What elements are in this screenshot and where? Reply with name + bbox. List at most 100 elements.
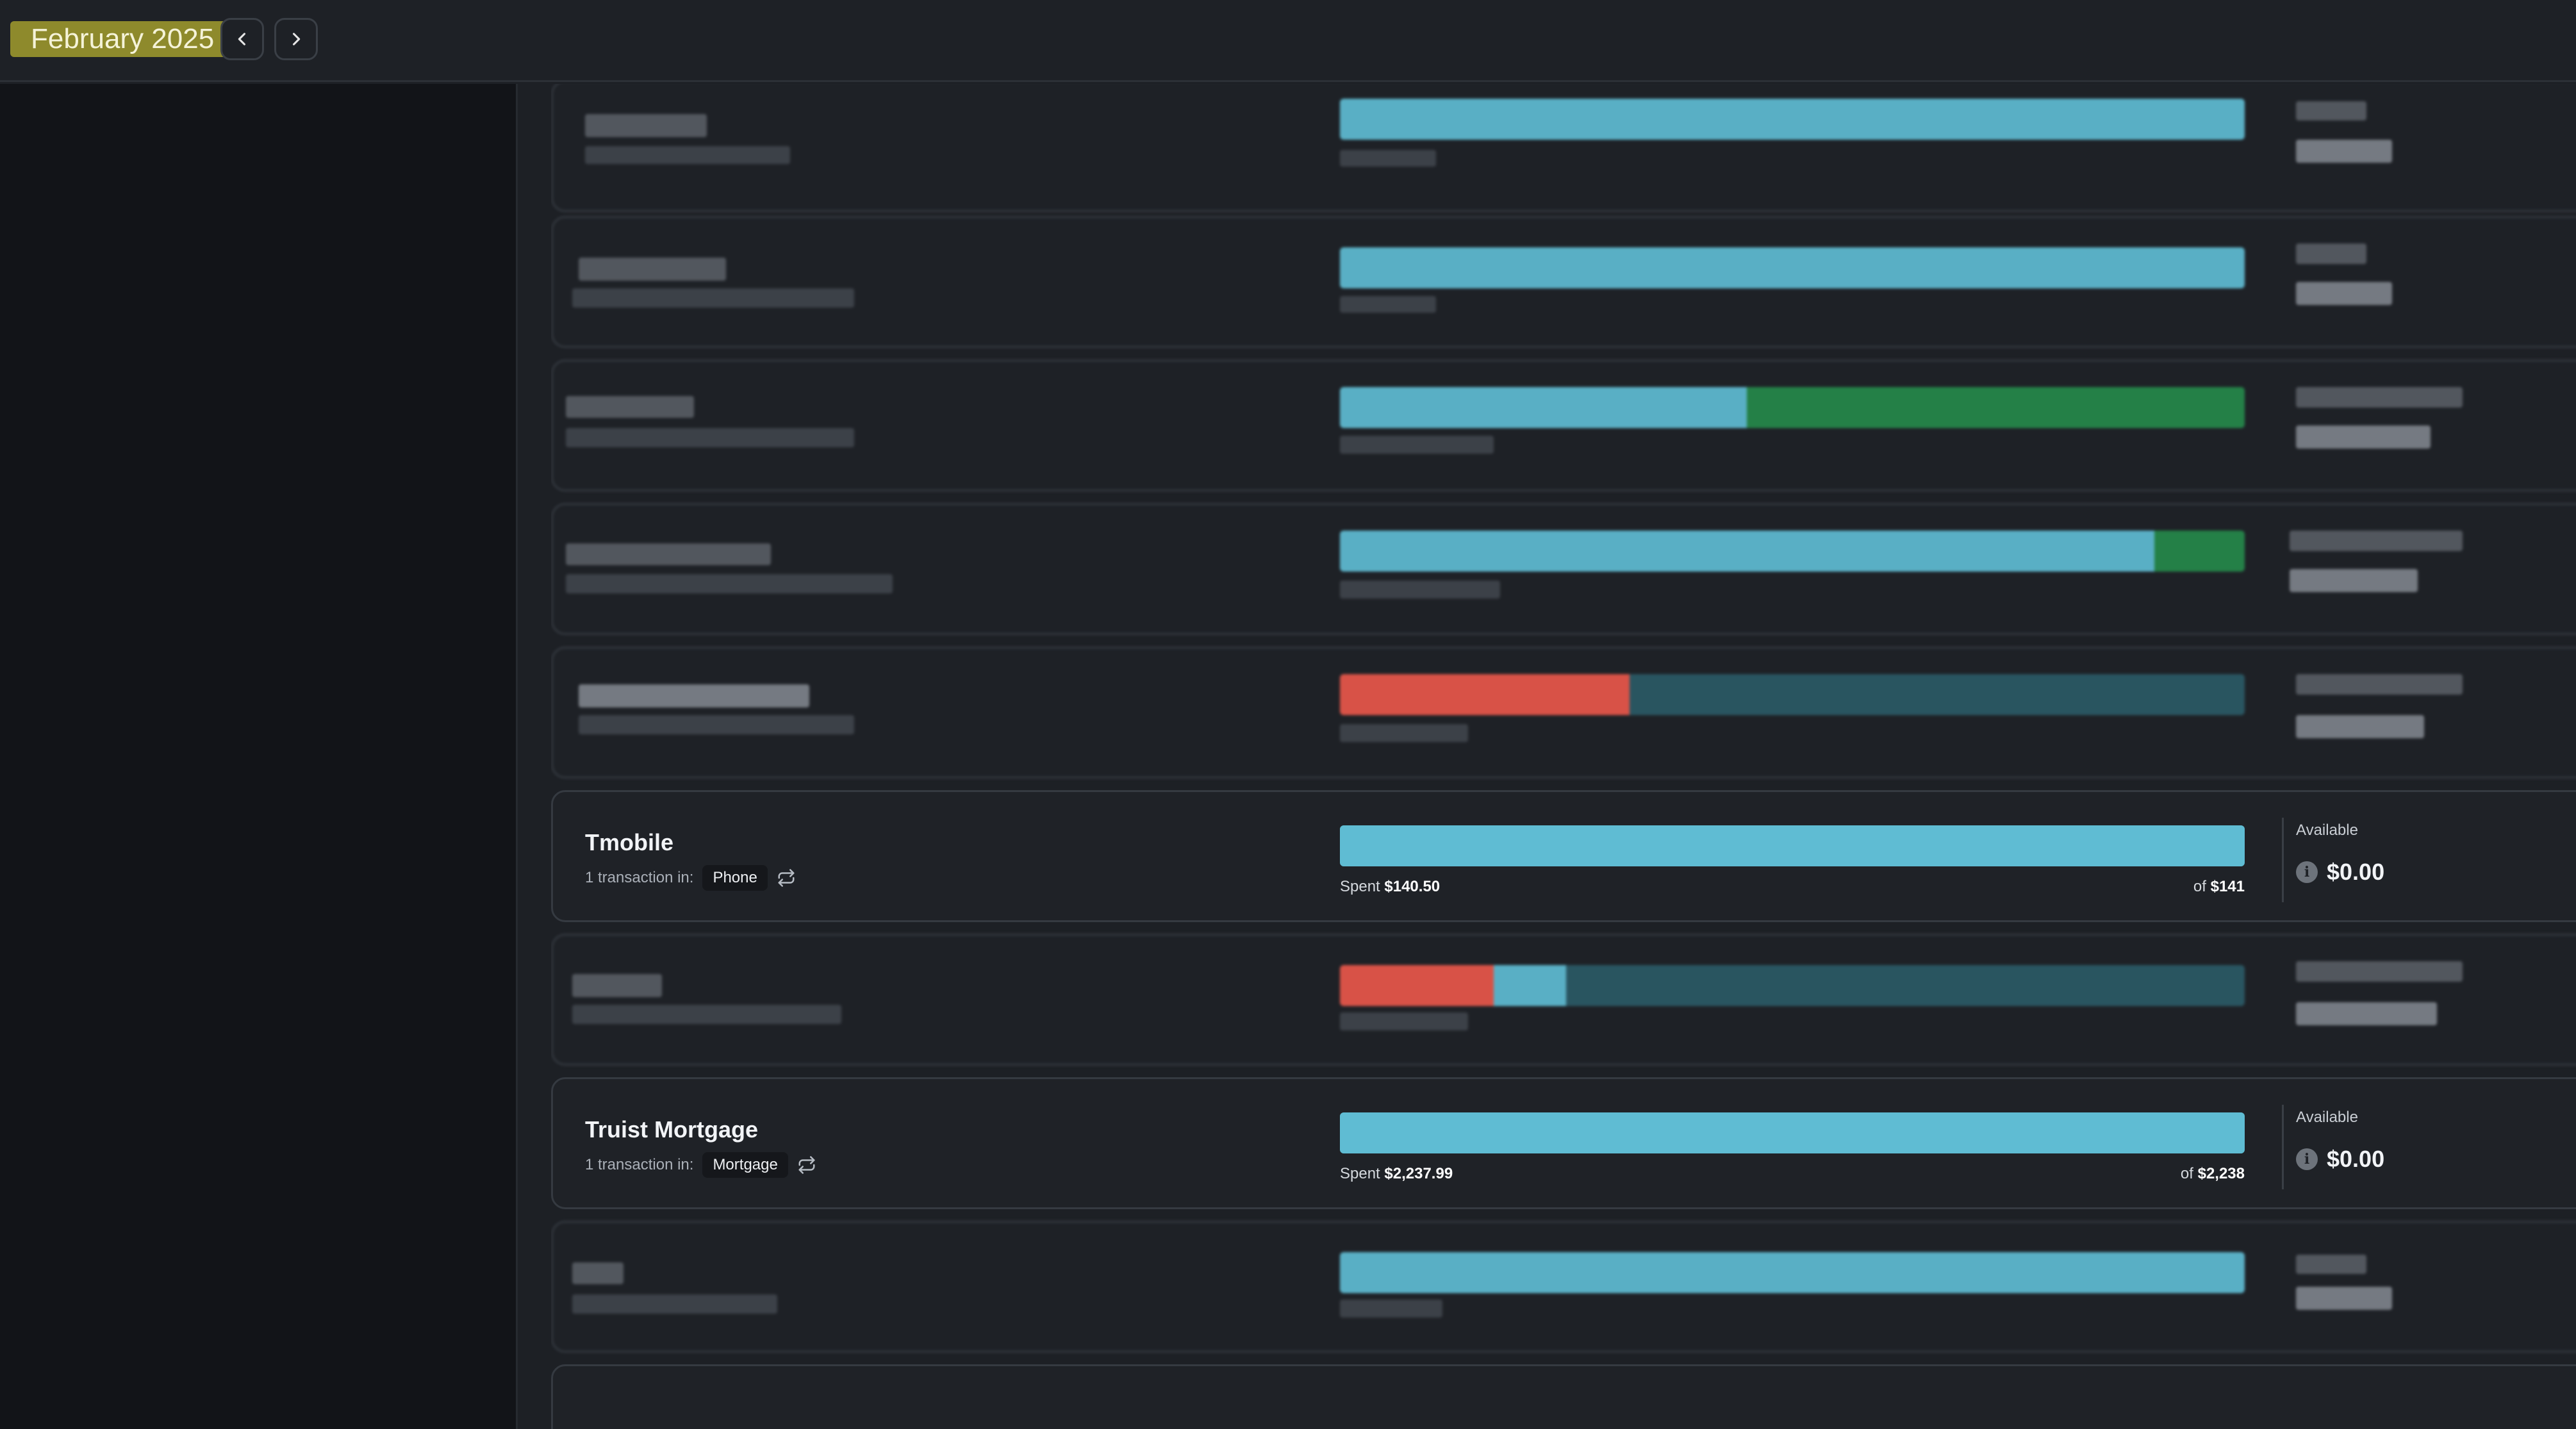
top-bar: February 2025 [0, 0, 2576, 82]
obscured-available-value [2290, 569, 2418, 592]
obscured-caption [1340, 1012, 1468, 1030]
info-icon[interactable]: i [2296, 861, 2318, 883]
chevron-right-icon [292, 33, 301, 45]
budget-card-obscured[interactable] [551, 84, 2576, 212]
obscured-caption [1340, 296, 1436, 313]
repeat-icon [798, 1156, 815, 1174]
obscured-subtitle [585, 146, 790, 164]
obscured-available-label [2296, 101, 2366, 120]
category-tag[interactable]: Phone [702, 865, 768, 891]
next-month-button[interactable] [274, 18, 318, 60]
obscured-title [579, 684, 809, 707]
progress-caption: Spent $2,237.99 of $2,238 [1340, 1165, 2245, 1185]
obscured-subtitle [566, 428, 854, 447]
progress-fill [1340, 99, 2245, 140]
obscured-available-value [2296, 1287, 2392, 1310]
obscured-available-value [2296, 425, 2431, 449]
obscured-title [585, 114, 707, 137]
budget-card[interactable]: Tmobile 1 transaction in: Phone Spent $1… [551, 790, 2576, 922]
obscured-title [566, 543, 771, 565]
budget-card-obscured[interactable] [551, 503, 2576, 635]
progress-extra-fill [2154, 531, 2245, 572]
spent-amount: $2,237.99 [1384, 1165, 1453, 1182]
budget-list: Tmobile 1 transaction in: Phone Spent $1… [551, 84, 2576, 1429]
divider [2282, 1105, 2284, 1189]
transaction-count: 1 transaction in: [585, 1156, 694, 1173]
budget-progress-bar [1340, 531, 2245, 572]
limit-amount: $2,238 [2197, 1165, 2245, 1182]
previous-month-button[interactable] [220, 18, 264, 60]
budget-card-obscured[interactable] [551, 359, 2576, 491]
available-amount: $0.00 [2327, 1146, 2385, 1172]
progress-over-fill [1340, 965, 1494, 1006]
budget-progress-bar [1340, 99, 2245, 140]
budget-card[interactable]: Truist Mortgage 1 transaction in: Mortga… [551, 1077, 2576, 1209]
progress-over-fill [1340, 674, 1630, 715]
budget-card-obscured[interactable] [551, 216, 2576, 348]
available-amount: $0.00 [2327, 859, 2385, 885]
progress-fill [1494, 965, 1566, 1006]
spent-caption: Spent $140.50 [1340, 878, 1440, 896]
budget-card-obscured[interactable] [551, 647, 2576, 779]
available-label: Available [2296, 822, 2358, 839]
obscured-available-label [2296, 674, 2463, 695]
obscured-available-label [2290, 531, 2463, 551]
progress-caption: Spent $140.50 of $141 [1340, 878, 2245, 898]
progress-extra-fill [1747, 387, 2245, 428]
budget-name: Tmobile [585, 829, 674, 855]
obscured-subtitle [579, 715, 854, 734]
obscured-available-label [2296, 961, 2463, 982]
budget-name: Truist Mortgage [585, 1116, 759, 1143]
limit-amount: $141 [2210, 878, 2245, 895]
available-row: i $0.00 [2296, 1146, 2384, 1173]
progress-fill [1340, 531, 2154, 572]
obscured-caption [1340, 724, 1468, 742]
budget-card-partial[interactable] [551, 1364, 2576, 1429]
obscured-title [566, 396, 694, 418]
budget-card-obscured[interactable] [551, 934, 2576, 1066]
month-label[interactable]: February 2025 [10, 21, 235, 57]
obscured-subtitle [572, 1294, 777, 1314]
category-tag[interactable]: Mortgage [702, 1152, 788, 1178]
transaction-summary: 1 transaction in: Phone [585, 864, 796, 892]
spent-prefix: Spent [1340, 878, 1380, 895]
budget-progress-bar [1340, 387, 2245, 428]
budget-progress-bar [1340, 1112, 2245, 1153]
budget-progress-bar [1340, 1252, 2245, 1293]
limit-caption: of $141 [2193, 878, 2245, 896]
obscured-caption [1340, 436, 1494, 454]
obscured-available-value [2296, 1002, 2437, 1025]
progress-fill [1340, 1112, 2245, 1153]
obscured-subtitle [566, 574, 893, 593]
spent-caption: Spent $2,237.99 [1340, 1165, 1453, 1183]
available-label: Available [2296, 1109, 2358, 1126]
limit-prefix: of [2193, 878, 2206, 895]
transaction-count: 1 transaction in: [585, 869, 694, 886]
limit-caption: of $2,238 [2181, 1165, 2245, 1183]
obscured-available-label [2296, 1255, 2366, 1274]
obscured-available-value [2296, 282, 2392, 305]
available-row: i $0.00 [2296, 859, 2384, 886]
budget-card-obscured[interactable] [551, 1221, 2576, 1353]
budget-progress-bar [1340, 247, 2245, 288]
obscured-available-value [2296, 140, 2392, 163]
spent-prefix: Spent [1340, 1165, 1380, 1182]
obscured-subtitle [572, 288, 854, 308]
obscured-title [572, 1262, 623, 1284]
obscured-available-value [2296, 715, 2424, 738]
limit-prefix: of [2180, 1165, 2193, 1182]
obscured-subtitle [572, 1005, 841, 1024]
info-icon[interactable]: i [2296, 1148, 2318, 1170]
obscured-available-label [2296, 244, 2366, 264]
obscured-caption [1340, 581, 1500, 599]
budget-progress-bar [1340, 674, 2245, 715]
budget-progress-bar [1340, 965, 2245, 1006]
progress-fill [1340, 1252, 2245, 1293]
obscured-available-label [2296, 387, 2463, 408]
progress-fill [1340, 247, 2245, 288]
budget-progress-bar [1340, 825, 2245, 866]
obscured-title [579, 258, 726, 281]
sidebar [0, 84, 518, 1429]
progress-fill [1340, 387, 1747, 428]
repeat-icon [778, 869, 795, 887]
